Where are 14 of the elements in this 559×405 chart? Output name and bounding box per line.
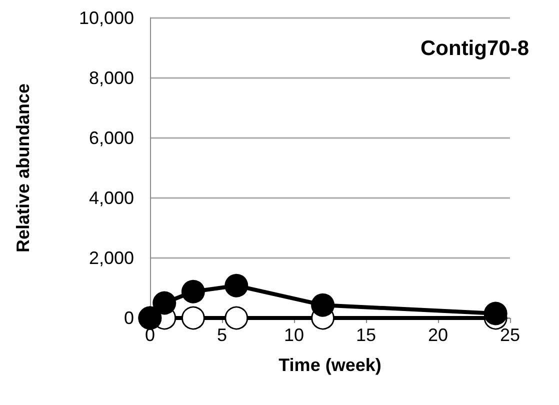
x-tick-label: 15 xyxy=(356,325,376,345)
x-axis-title: Time (week) xyxy=(278,355,382,375)
y-tick-label: 2,000 xyxy=(88,248,134,268)
x-tick-label: 5 xyxy=(216,325,228,345)
x-tick-label: 10 xyxy=(284,325,304,345)
x-tick-label: 25 xyxy=(500,325,520,345)
y-tick-label: 0 xyxy=(124,308,134,328)
y-tick-label: 10,000 xyxy=(78,8,134,28)
y-tick-label: 6,000 xyxy=(88,128,134,148)
x-tick-label: 20 xyxy=(428,325,448,345)
annotation: Contig70-8 xyxy=(420,37,530,60)
y-tick-label: 4,000 xyxy=(88,188,134,208)
y-tick-label: 8,000 xyxy=(88,68,134,88)
y-axis-title: Relative abundance xyxy=(13,83,33,253)
